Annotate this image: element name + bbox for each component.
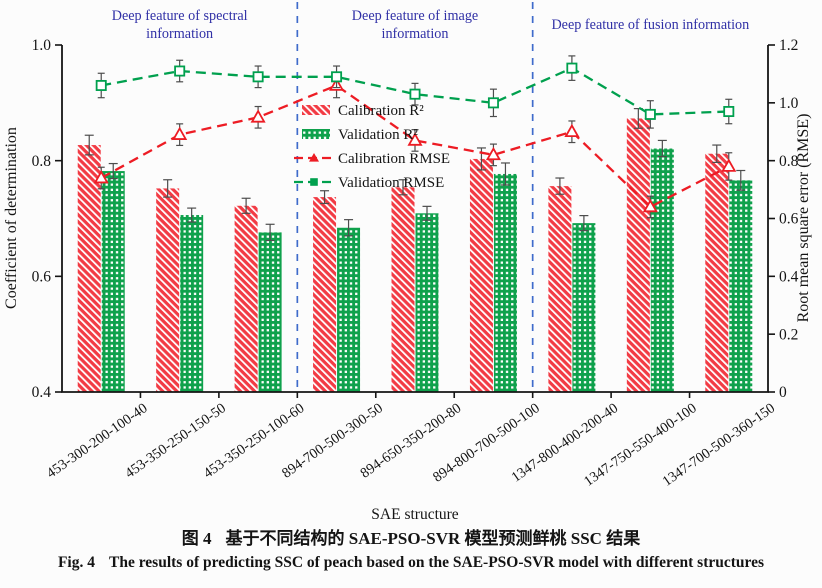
square-marker (487, 97, 499, 109)
square-marker (174, 65, 186, 77)
left-tick-label: 1.0 (32, 37, 52, 54)
triangle-marker (485, 146, 501, 161)
right-tick-label: 0.8 (779, 153, 799, 170)
caption-en-label: Fig. 4 (57, 554, 95, 571)
legend-swatch (302, 129, 330, 139)
legend-label: Validation R² (338, 127, 418, 143)
triangle-marker (407, 132, 423, 146)
section-label: Deep feature of fusion information (551, 17, 749, 33)
bar (234, 205, 258, 392)
section-label: Deep feature of spectral (112, 8, 248, 24)
bar (572, 223, 596, 392)
section-label: information (146, 26, 213, 42)
bar (729, 180, 753, 392)
legend-item: Calibration RMSE (294, 151, 450, 167)
y-axis-right: 0 0.2 0.4 0.6 0.8 1.0 1.2 (768, 37, 799, 401)
caption-zh: 图 4 基于不同结构的 SAE-PSO-SVR 模型预测鲜桃 SSC 结果 (0, 527, 822, 551)
right-tick-label: 0.4 (779, 269, 799, 286)
section-labels: Deep feature of spectral information Deep … (112, 8, 750, 42)
triangle-marker (93, 169, 109, 184)
y-axis-left: 0.4 0.6 0.8 1.0 (32, 37, 62, 401)
legend-swatch (302, 105, 330, 115)
triangle-marker (642, 198, 658, 213)
bar (77, 145, 101, 392)
triangle-marker (721, 158, 737, 172)
bar (493, 173, 517, 392)
bar (650, 148, 674, 392)
bar (548, 186, 572, 392)
bars-validation-r2 (101, 139, 753, 392)
right-tick-label: 0.2 (779, 326, 798, 343)
square-marker (409, 88, 421, 100)
bar (469, 158, 493, 392)
legend-item: Calibration R² (302, 103, 424, 119)
square-marker (723, 106, 735, 118)
section-label: information (382, 26, 449, 42)
right-tick-label: 1.0 (779, 95, 799, 112)
legend-label: Calibration R² (338, 103, 424, 119)
ssc-prediction-chart: Deep feature of spectral information Deep … (3, 2, 812, 523)
square-marker (566, 62, 578, 74)
legend-label: Calibration RMSE (338, 151, 450, 167)
legend-triangle-marker (309, 153, 319, 162)
right-tick-label: 1.2 (779, 37, 798, 54)
bar (180, 215, 204, 392)
caption-en-text: The results of predicting SSC of peach b… (108, 554, 765, 571)
caption-zh-label: 图 4 (181, 529, 212, 548)
bar (391, 187, 415, 392)
square-marker (252, 71, 264, 83)
x-axis-title: SAE structure (371, 506, 459, 523)
bar (337, 227, 361, 392)
legend-square-marker (310, 178, 318, 186)
x-axis: 453-300-200-100-40453-350-250-150-50453-… (44, 392, 778, 490)
section-label: Deep feature of image (352, 8, 478, 24)
bar (626, 118, 650, 392)
square-marker (331, 71, 343, 83)
bar (705, 153, 729, 392)
bar (313, 197, 337, 392)
square-marker (95, 79, 107, 91)
right-axis-title: Root mean square error (RMSE) (795, 114, 812, 323)
line-calibration-rmse (93, 72, 737, 219)
triangle-marker (250, 109, 266, 123)
left-axis-title: Coefficient of determination (3, 127, 20, 309)
caption-en: Fig. 4 The results of predicting SSC of p… (0, 551, 822, 575)
right-tick-label: 0 (779, 384, 787, 401)
square-marker (644, 108, 656, 120)
bar (258, 232, 282, 392)
right-tick-label: 0.6 (779, 211, 799, 228)
left-tick-label: 0.4 (32, 384, 52, 401)
legend: Calibration R² Validation R² Calibration R… (294, 103, 450, 191)
line-validation-rmse (95, 55, 735, 129)
caption-zh-text: 基于不同结构的 SAE-PSO-SVR 模型预测鲜桃 SSC 结果 (225, 529, 641, 548)
left-tick-label: 0.6 (32, 269, 52, 286)
legend-item: Validation R² (302, 127, 418, 143)
left-tick-label: 0.8 (32, 153, 52, 170)
bar (101, 171, 125, 392)
section-dividers (296, 2, 534, 391)
triangle-marker (564, 123, 580, 138)
triangle-marker (172, 126, 188, 140)
bar (156, 188, 180, 392)
legend-label: Validation RMSE (338, 175, 444, 191)
bars-calibration-r2 (77, 108, 729, 392)
legend-item: Validation RMSE (294, 175, 444, 191)
bar (415, 213, 439, 392)
